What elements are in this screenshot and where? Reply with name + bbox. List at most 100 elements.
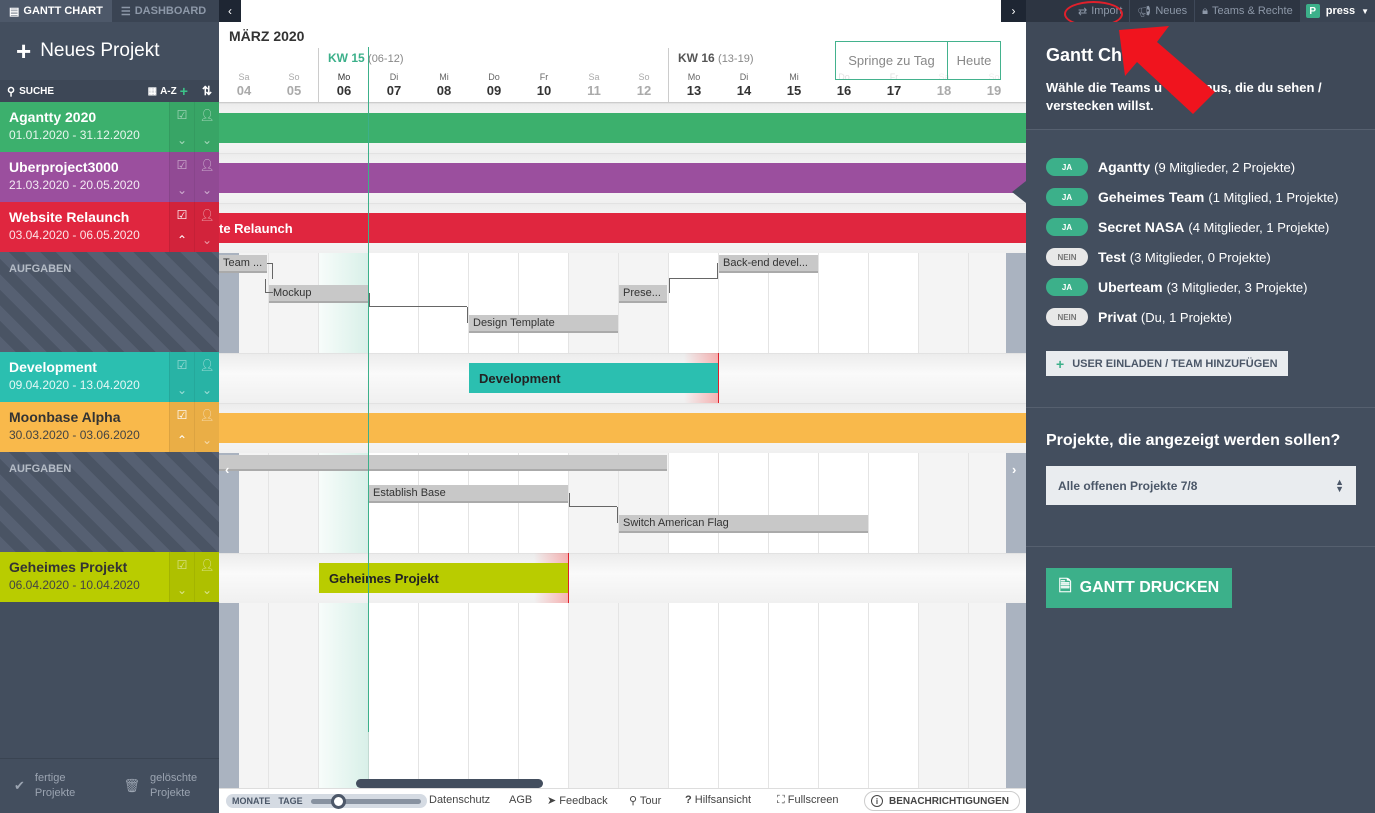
trash-icon: 🗑︎ <box>123 778 141 793</box>
bar-geheimes-projekt[interactable]: Geheimes Projekt <box>319 563 568 593</box>
bar-development[interactable]: Development <box>469 363 718 393</box>
deleted-projects-button[interactable]: 🗑︎ gelöschte Projekte <box>123 772 198 799</box>
day-number: 07 <box>386 83 402 98</box>
task-bar-overview[interactable] <box>219 455 667 471</box>
project-item-moonbase-alpha[interactable]: Moonbase Alpha 30.03.2020 - 03.06.2020 ☑… <box>0 402 219 452</box>
bar-moonbase-alpha[interactable] <box>219 413 1026 443</box>
new-project-button[interactable]: + Neues Projekt <box>16 36 160 66</box>
chevron-down-icon[interactable]: ⌄ <box>176 382 188 397</box>
project-item-website-relaunch[interactable]: Website Relaunch 03.04.2020 - 06.05.2020… <box>0 202 219 252</box>
chevron-down-icon[interactable]: ⌄ <box>201 132 213 147</box>
chevron-down-icon[interactable]: ⌄ <box>201 232 213 247</box>
task-bar-team[interactable]: Team ... <box>219 255 267 273</box>
team-toggle[interactable]: JA <box>1046 278 1088 296</box>
chart-footer: MONATE TAGE Datenschutz AGB ➤ Feedback ⚲… <box>219 788 1026 813</box>
team-toggle[interactable]: JA <box>1046 188 1088 206</box>
chevron-down-icon[interactable]: ⌄ <box>176 582 188 597</box>
privacy-link[interactable]: Datenschutz <box>429 794 491 806</box>
sort-az-button[interactable]: ▦ A-Z + <box>147 83 188 99</box>
task-bar-mockup[interactable]: Mockup <box>269 285 368 303</box>
bar-uberproject3000[interactable] <box>219 163 1026 193</box>
team-toggle[interactable]: NEIN <box>1046 248 1088 266</box>
day-number: 11 <box>587 83 601 98</box>
chevron-down-icon[interactable]: ⌄ <box>201 432 213 447</box>
user-icon[interactable]: 👤︎ ⌄ <box>194 552 219 602</box>
panel-title: Gantt Ch <box>1046 45 1122 65</box>
finished-projects-button[interactable]: ✔ fertige Projekte <box>14 772 76 799</box>
add-icon[interactable]: + <box>179 83 188 99</box>
search-label[interactable]: SUCHE <box>19 85 55 97</box>
month-label: MÄRZ 2020 <box>229 28 305 44</box>
project-item-geheimes-projekt[interactable]: Geheimes Projekt 06.04.2020 - 10.04.2020… <box>0 552 219 602</box>
bar-agantty-2020[interactable] <box>219 113 1026 143</box>
day-number: 17 <box>886 83 902 98</box>
chevron-down-icon[interactable]: ⌄ <box>176 182 188 197</box>
zoom-slider-handle[interactable] <box>331 793 347 809</box>
day-header-cell: Mo 13 <box>669 72 719 98</box>
annotation-arrow-icon <box>1119 26 1215 114</box>
scroll-left-arrow-icon[interactable]: ‹ <box>225 462 230 477</box>
user-icon[interactable]: 👤︎ ⌄ <box>194 402 219 452</box>
search-icon[interactable]: ⚲ <box>7 85 16 98</box>
print-gantt-button[interactable]: 🗎 GANTT DRUCKEN <box>1046 568 1232 608</box>
project-sidebar: ▤ GANTT CHART ☰ DASHBOARD + Neues Projekt … <box>0 0 219 813</box>
horizontal-scrollbar[interactable] <box>356 779 543 788</box>
expand-panel-button[interactable]: › <box>1001 0 1026 22</box>
teams-rights-link[interactable]: 🔒︎ Teams & Rechte <box>1202 4 1293 18</box>
plus-icon: + <box>16 36 32 66</box>
chevron-up-icon[interactable]: ⌃ <box>176 432 188 447</box>
project-filter-select[interactable]: Alle offenen Projekte 7/8 ▲ ▼ <box>1046 466 1356 505</box>
news-link[interactable]: 📢︎ Neues <box>1137 5 1188 18</box>
project-item-development[interactable]: Development 09.04.2020 - 13.04.2020 ☑ ⌄ 👤︎… <box>0 352 219 402</box>
user-icon[interactable]: 👤︎ ⌄ <box>194 102 219 152</box>
fullscreen-link[interactable]: ⛶ Fullscreen <box>777 794 839 806</box>
chevron-down-icon[interactable]: ⌄ <box>201 182 213 197</box>
sort-order-icon[interactable]: ⇅ <box>201 84 212 98</box>
task-bar-backend[interactable]: Back-end devel... <box>719 255 818 273</box>
invite-user-button[interactable]: + USER EINLADEN / TEAM HINZUFÜGEN <box>1046 351 1288 376</box>
tab-gantt-chart[interactable]: ▤ GANTT CHART <box>0 0 112 22</box>
collapse-sidebar-button[interactable]: ‹ <box>219 0 241 22</box>
import-link[interactable]: ⇄ Import <box>1063 0 1129 27</box>
team-toggle[interactable]: JA <box>1046 218 1088 236</box>
task-bar-establish-base[interactable]: Establish Base <box>369 485 568 503</box>
checklist-icon[interactable]: ☑ ⌄ <box>169 352 194 402</box>
team-toggle[interactable]: NEIN <box>1046 308 1088 326</box>
task-bar-presentation[interactable]: Prese... <box>619 285 667 303</box>
avatar: P <box>1305 4 1320 18</box>
chevron-down-icon[interactable]: ⌄ <box>201 582 213 597</box>
scroll-right-arrow-icon[interactable]: › <box>1012 462 1017 477</box>
feedback-link[interactable]: ➤ Feedback <box>547 795 608 807</box>
day-name: So <box>288 72 300 82</box>
checklist-icon[interactable]: ☑ ⌄ <box>169 552 194 602</box>
task-bar-switch-flag[interactable]: Switch American Flag <box>619 515 868 533</box>
user-icon[interactable]: 👤︎ ⌄ <box>194 152 219 202</box>
day-number: 14 <box>736 83 752 98</box>
user-icon[interactable]: 👤︎ ⌄ <box>194 202 219 252</box>
today-button[interactable]: Heute <box>948 41 1001 80</box>
day-number: 09 <box>486 83 502 98</box>
checklist-icon[interactable]: ☑ ⌃ <box>169 202 194 252</box>
project-item-uberproject3000[interactable]: Uberproject3000 21.03.2020 - 20.05.2020 … <box>0 152 219 202</box>
jump-to-day-input[interactable]: Springe zu Tag <box>835 41 948 80</box>
checklist-icon[interactable]: ☑ ⌄ <box>169 102 194 152</box>
chevron-down-icon[interactable]: ⌄ <box>201 382 213 397</box>
chevron-down-icon[interactable]: ⌄ <box>176 132 188 147</box>
help-view-link[interactable]: ? Hilfsansicht <box>685 794 752 806</box>
tab-dashboard[interactable]: ☰ DASHBOARD <box>120 5 207 18</box>
terms-link[interactable]: AGB <box>509 794 533 806</box>
project-item-agantty-2020[interactable]: Agantty 2020 01.01.2020 - 31.12.2020 ☑ ⌄ 👤… <box>0 102 219 152</box>
chevron-up-icon[interactable]: ⌃ <box>176 232 188 247</box>
team-toggle[interactable]: JA <box>1046 158 1088 176</box>
user-icon[interactable]: 👤︎ ⌄ <box>194 352 219 402</box>
tour-link[interactable]: ⚲ Tour <box>629 795 662 807</box>
bar-website-relaunch[interactable]: te Relaunch <box>219 213 1026 243</box>
day-header-cell: Mo 06 <box>319 72 369 98</box>
checklist-icon[interactable]: ☑ ⌃ <box>169 402 194 452</box>
zoom-slider[interactable] <box>310 793 421 809</box>
task-bar-design-template[interactable]: Design Template <box>469 315 618 333</box>
checklist-icon[interactable]: ☑ ⌄ <box>169 152 194 202</box>
team-item: JA Secret NASA (4 Mitglieder, 1 Projekte) <box>1046 212 1355 242</box>
notifications-button[interactable]: i BENACHRICHTIGUNGEN <box>864 791 1020 811</box>
